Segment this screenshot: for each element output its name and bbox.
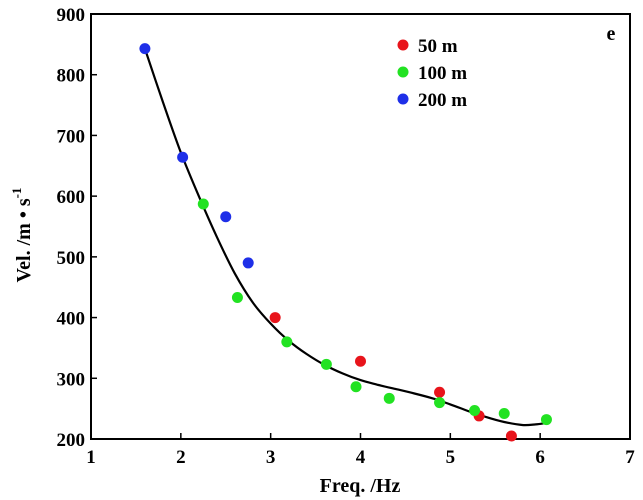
x-tick-label: 3 [266,447,276,468]
x-tick-label: 2 [176,447,186,468]
legend: 50 m 100 m 200 m [397,36,467,111]
data-point-50m [355,355,366,367]
legend-marker [397,39,409,51]
legend-marker [397,93,409,105]
data-point-100m [434,397,446,409]
x-tick-label: 7 [625,447,635,468]
data-point-50m [269,312,281,324]
data-point-100m [197,198,209,210]
data-point-50m [505,430,517,442]
ticks: 1 2 3 4 5 6 7 200 300 400 500 600 700 800 900 [57,5,636,468]
y-axis-title-group: Vel. /m • s-1 [9,188,35,283]
y-tick-label: 600 [57,187,86,208]
data-point-200m [177,151,189,163]
x-tick-label: 6 [535,447,545,468]
y-axis-title: Vel. /m • s-1 [9,188,35,283]
data-point-100m [281,336,293,348]
fit-curve-group [143,48,545,427]
data-point-50m [434,386,446,398]
fit-curve [143,48,545,427]
data-point-100m [320,358,332,370]
data-point-100m [350,381,362,393]
y-tick-label: 500 [57,248,86,269]
y-tick-label: 800 [57,66,86,87]
x-tick-label: 1 [86,447,96,468]
y-tick-label: 700 [57,126,86,147]
x-axis-title: Freq. /Hz [320,475,401,497]
data-point-100m [540,414,552,426]
data-points-group [139,43,552,442]
y-axis-title-superscript: -1 [9,188,24,199]
x-tick-label: 5 [446,447,456,468]
x-tick-label: 4 [356,447,366,468]
data-point-100m [231,292,243,304]
data-point-200m [220,211,232,223]
y-tick-label: 200 [57,430,86,451]
legend-label: 100 m [418,63,467,84]
data-point-100m [469,404,481,416]
y-tick-label: 400 [57,309,86,330]
legend-label: 50 m [418,36,458,57]
legend-marker [397,66,409,78]
legend-label: 200 m [418,90,467,111]
y-tick-label: 300 [57,369,86,390]
plot-frame [90,13,631,440]
y-tick-label: 900 [57,5,86,26]
data-point-200m [139,43,151,55]
y-axis-title-text: Vel. /m • s [13,198,35,282]
data-point-100m [383,392,395,404]
data-point-100m [498,408,510,419]
data-point-200m [242,257,254,269]
panel-label: e [607,23,616,45]
